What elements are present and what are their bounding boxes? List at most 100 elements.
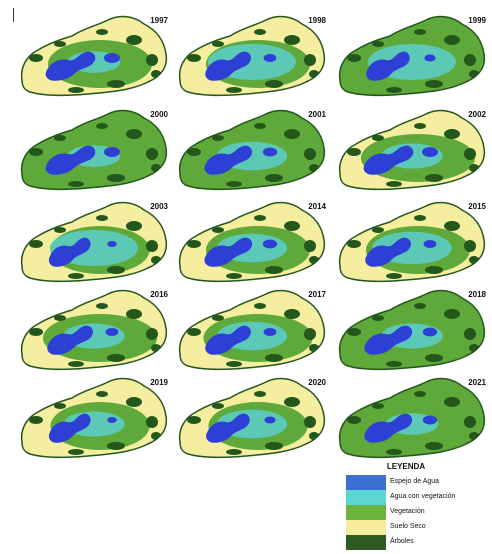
- land-cover-trees: [284, 35, 300, 45]
- land-cover-open-water: [47, 325, 93, 355]
- land-cover-trees: [284, 397, 300, 407]
- land-cover-trees: [254, 123, 266, 129]
- year-label: 1998: [308, 16, 326, 25]
- wetland-boundary: [338, 15, 486, 97]
- land-cover-trees: [414, 123, 426, 129]
- land-cover-trees: [265, 442, 283, 450]
- land-cover-open-water: [48, 237, 91, 267]
- map-panel-2018: 2018: [334, 284, 492, 376]
- land-cover-trees: [386, 449, 402, 455]
- text-cursor: [13, 8, 14, 22]
- land-cover-trees: [425, 174, 443, 182]
- land-cover-open-water: [363, 145, 414, 175]
- land-cover-trees: [54, 227, 66, 233]
- wetland-map: [20, 201, 168, 283]
- land-cover-trees: [212, 135, 224, 141]
- land-cover-open-water: [204, 145, 253, 175]
- year-label: 2018: [468, 290, 486, 299]
- legend-swatch: [346, 520, 386, 535]
- map-panel-2000: 2000: [16, 104, 176, 196]
- wetland-map: [20, 109, 168, 191]
- year-label: 2017: [308, 290, 326, 299]
- land-cover-open-water: [424, 54, 436, 62]
- land-cover-trees: [372, 315, 384, 321]
- land-cover-trees: [464, 416, 476, 428]
- land-cover-trees: [284, 221, 300, 231]
- wetland-boundary: [20, 201, 168, 283]
- land-cover-trees: [126, 129, 142, 139]
- land-cover-trees: [414, 215, 426, 221]
- land-cover-trees: [126, 35, 142, 45]
- wetland-map: [338, 377, 486, 459]
- map-panel-2014: 2014: [174, 196, 334, 288]
- land-cover-trees: [414, 29, 426, 35]
- land-cover-trees: [107, 266, 125, 274]
- land-cover-trees: [347, 148, 361, 156]
- legend-item-arboles: Árboles: [346, 535, 474, 550]
- wetland-map: [20, 377, 168, 459]
- legend-item-espejo-de-agua: Espejo de Agua: [346, 475, 474, 490]
- land-cover-trees: [96, 215, 108, 221]
- land-cover-trees: [386, 273, 402, 279]
- land-cover-trees: [347, 240, 361, 248]
- land-cover-open-water: [104, 147, 120, 157]
- land-cover-trees: [68, 273, 84, 279]
- wetland-map: [20, 15, 168, 97]
- land-cover-open-water: [422, 147, 438, 157]
- land-cover-trees: [68, 449, 84, 455]
- wetland-boundary: [178, 377, 326, 459]
- land-cover-trees: [347, 328, 361, 336]
- legend-swatch: [346, 475, 386, 490]
- map-panel-1997: 1997: [16, 10, 176, 102]
- land-cover-trees: [254, 215, 266, 221]
- land-cover-trees: [304, 416, 316, 428]
- wetland-boundary: [338, 289, 486, 371]
- land-cover-trees: [444, 397, 460, 407]
- year-label: 2021: [468, 378, 486, 387]
- land-cover-open-water: [48, 413, 91, 443]
- wetland-map: [178, 289, 326, 371]
- land-cover-trees: [464, 148, 476, 160]
- land-cover-trees: [54, 135, 66, 141]
- land-cover-trees: [347, 416, 361, 424]
- land-cover-open-water: [364, 413, 413, 443]
- land-cover-trees: [304, 54, 316, 66]
- land-cover-trees: [226, 181, 242, 187]
- land-cover-open-water: [45, 51, 96, 81]
- land-cover-trees: [304, 240, 316, 252]
- land-cover-trees: [68, 87, 84, 93]
- wetland-map: [338, 109, 486, 191]
- land-cover-trees: [126, 309, 142, 319]
- map-panel-2001: 2001: [174, 104, 334, 196]
- land-cover-trees: [414, 391, 426, 397]
- land-cover-trees: [212, 227, 224, 233]
- land-cover-trees: [444, 129, 460, 139]
- wetland-map: [178, 109, 326, 191]
- land-cover-trees: [146, 148, 158, 160]
- land-cover-trees: [464, 240, 476, 252]
- land-cover-trees: [254, 303, 266, 309]
- land-cover-trees: [265, 354, 283, 362]
- wetland-boundary: [178, 201, 326, 283]
- land-cover-trees: [464, 328, 476, 340]
- land-cover-open-water: [262, 239, 278, 249]
- land-cover-trees: [444, 35, 460, 45]
- year-label: 2020: [308, 378, 326, 387]
- land-cover-trees: [347, 54, 361, 62]
- land-cover-trees: [372, 227, 384, 233]
- land-cover-trees: [107, 174, 125, 182]
- land-cover-open-water: [107, 417, 117, 423]
- land-cover-trees: [187, 328, 201, 336]
- wetland-boundary: [338, 109, 486, 191]
- land-cover-open-water: [262, 147, 278, 157]
- land-cover-trees: [126, 397, 142, 407]
- map-panel-2002: 2002: [334, 104, 492, 196]
- wetland-map: [338, 289, 486, 371]
- land-cover-trees: [96, 303, 108, 309]
- land-cover-trees: [68, 361, 84, 367]
- land-cover-open-water: [205, 51, 251, 81]
- wetland-boundary: [178, 15, 326, 97]
- land-cover-trees: [187, 148, 201, 156]
- land-cover-open-water: [104, 53, 120, 63]
- year-label: 2001: [308, 110, 326, 119]
